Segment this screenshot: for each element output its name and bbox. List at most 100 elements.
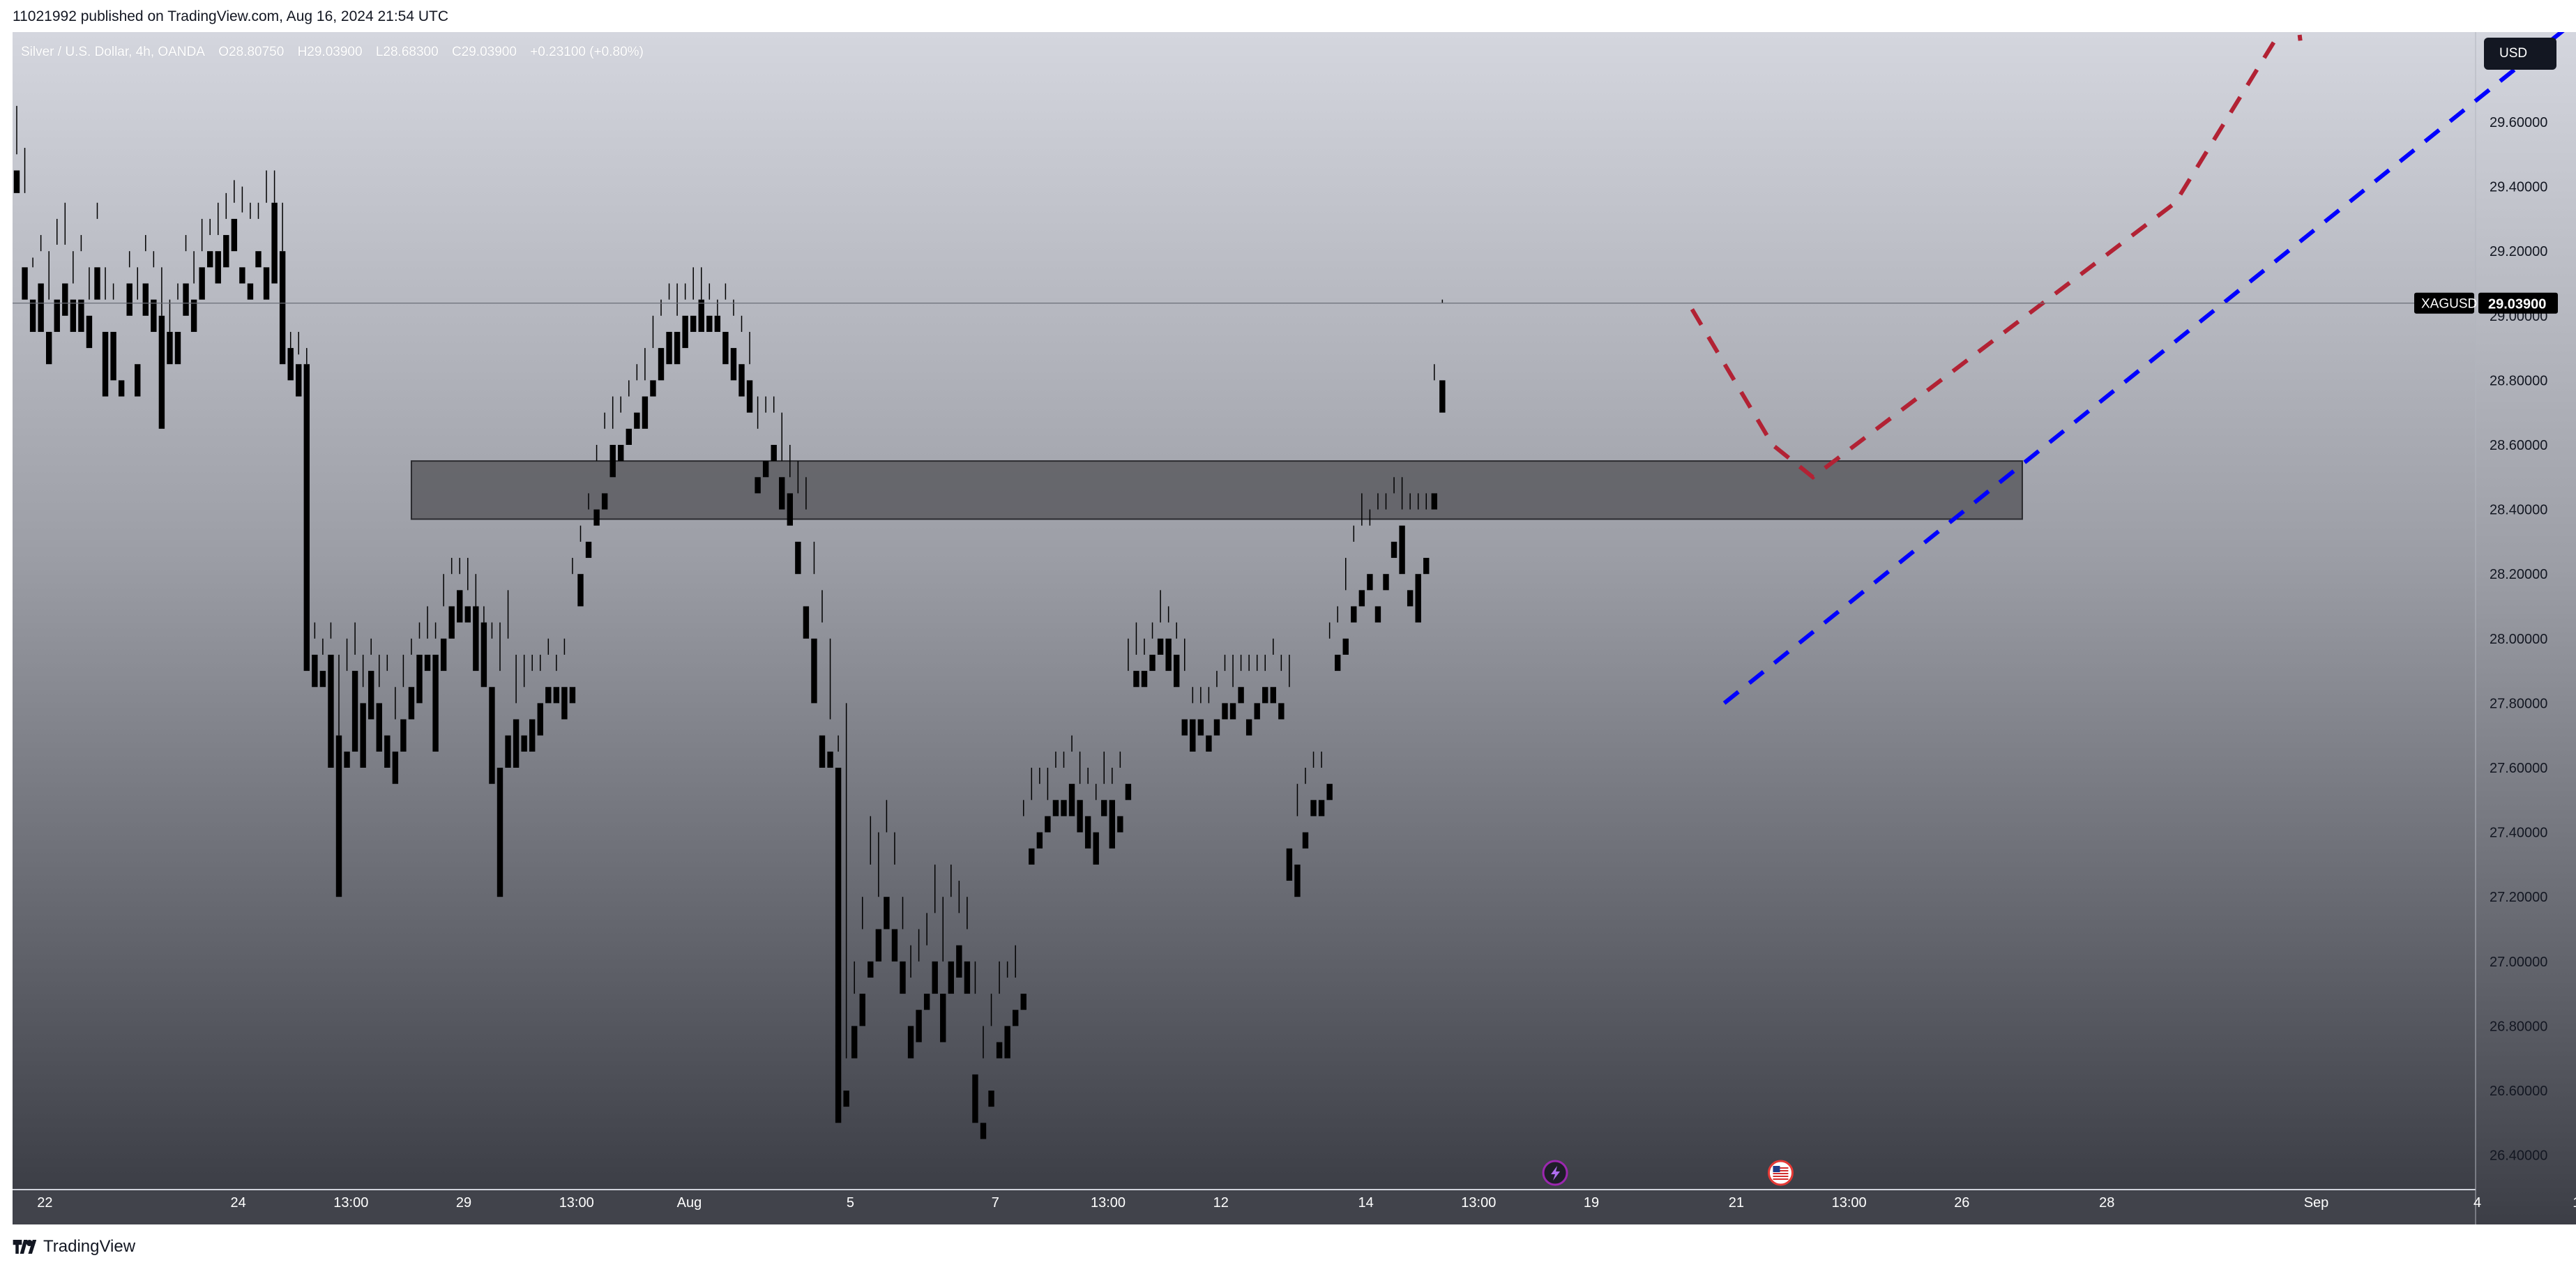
candle-body [1109, 800, 1115, 849]
candle-body [746, 380, 753, 413]
candle-body [263, 267, 270, 300]
candle-body [618, 445, 624, 462]
candle-body [690, 315, 697, 332]
low-value: 28.68300 [383, 45, 439, 59]
candle-body [674, 331, 681, 365]
candle-body [151, 299, 157, 332]
candle-body [46, 331, 52, 365]
candle-body [1407, 590, 1414, 607]
x-tick-label: 13:00 [2573, 1195, 2576, 1211]
candle-body [215, 251, 221, 284]
candle-body [376, 703, 382, 752]
candle-body [1342, 638, 1349, 655]
x-tick-label: 13:00 [1832, 1195, 1867, 1211]
candle-body [1254, 703, 1260, 720]
candle-body [287, 348, 294, 381]
candle-body [884, 897, 890, 930]
tradingview-logo[interactable]: TradingView [13, 1237, 135, 1257]
candle-body [795, 541, 801, 575]
x-tick-label: 13:00 [559, 1195, 594, 1211]
candle-body [1270, 687, 1276, 704]
candle-body [658, 348, 665, 381]
candle-body [1399, 525, 1405, 575]
candlestick-chart[interactable]: 29.6000029.4000029.2000029.0000028.80000… [0, 32, 2576, 1224]
candle-body [948, 961, 954, 994]
candle-body [907, 1026, 914, 1059]
candle-body [400, 719, 407, 752]
y-tick-label: 26.60000 [2490, 1084, 2547, 1099]
lightning-event-icon[interactable] [1542, 1160, 1568, 1186]
candle-body [1093, 832, 1099, 865]
candle-body [521, 735, 527, 752]
candle-body [247, 283, 254, 300]
candle-body [142, 283, 149, 316]
candle-body [22, 267, 28, 300]
y-tick-label: 28.20000 [2490, 567, 2547, 582]
candle-body [1431, 493, 1437, 510]
candle-body [1141, 671, 1148, 688]
candle-body [867, 961, 874, 978]
x-tick-label: 13:00 [1461, 1195, 1496, 1211]
open-value: 28.80750 [229, 45, 285, 59]
currency-button[interactable]: USD [2484, 38, 2556, 70]
candle-body [851, 1026, 858, 1059]
candle-body [279, 251, 286, 365]
candle-body [988, 1091, 994, 1107]
x-tick-label: 13:00 [333, 1195, 368, 1211]
us-flag-event-icon[interactable] [1767, 1160, 1794, 1186]
candle-body [424, 654, 431, 672]
candle-body [223, 235, 229, 268]
candle-body [62, 283, 68, 316]
candle-body [54, 299, 60, 332]
candle-body [464, 606, 471, 623]
candle-body [1045, 816, 1051, 833]
candle-body [916, 1010, 922, 1042]
candle-body [811, 638, 817, 704]
candle-body [1206, 735, 1212, 752]
candle-body [577, 574, 584, 607]
candle-body [38, 283, 44, 332]
support-zone[interactable] [410, 460, 2023, 520]
x-tick-label: 5 [847, 1195, 854, 1211]
candle-body [505, 735, 511, 768]
candle-body [231, 218, 238, 252]
change-value: +0.23100 (+0.80%) [530, 45, 644, 59]
x-tick-label: 24 [231, 1195, 246, 1211]
close-label: C [451, 45, 462, 59]
y-tick-label: 27.60000 [2490, 761, 2547, 776]
y-tick-label: 27.80000 [2490, 696, 2547, 711]
x-tick-label: 4 [2473, 1195, 2481, 1211]
candle-body [609, 445, 616, 478]
last-price-tag-text: 29.03900 [2488, 297, 2546, 312]
candle-body [158, 315, 165, 429]
red-projection-path[interactable] [1690, 32, 2296, 480]
candle-body [118, 380, 125, 397]
candle-body [1229, 703, 1236, 720]
candle-body [875, 929, 882, 962]
candle-body [537, 703, 543, 736]
candle-body [698, 299, 704, 332]
tradingview-brand-text: TradingView [43, 1237, 136, 1256]
candle-body [956, 945, 962, 978]
candle-body [569, 687, 576, 704]
low-label: L [375, 45, 384, 59]
y-tick-label: 26.80000 [2490, 1019, 2547, 1034]
candle-body [344, 751, 350, 768]
candle-body [94, 267, 100, 300]
candle-body [78, 299, 84, 332]
candle-body [553, 687, 560, 704]
candle-body [1061, 800, 1067, 817]
candle-body [561, 687, 568, 720]
footer: TradingView [0, 1224, 2576, 1267]
candle-body [835, 768, 842, 1123]
chart-background [13, 32, 2476, 1190]
candle-body [1068, 784, 1075, 817]
blue-projection-path[interactable] [1722, 32, 2576, 705]
candle-body [335, 735, 342, 897]
candle-body [312, 654, 318, 688]
candle-body [1238, 687, 1244, 704]
candle-body [1294, 864, 1301, 897]
chart-area[interactable]: 29.60000 29.40000 29.20000 29.00000 28.80000… [0, 32, 2576, 1224]
candle-body [1383, 574, 1389, 591]
candle-body [1415, 574, 1421, 623]
